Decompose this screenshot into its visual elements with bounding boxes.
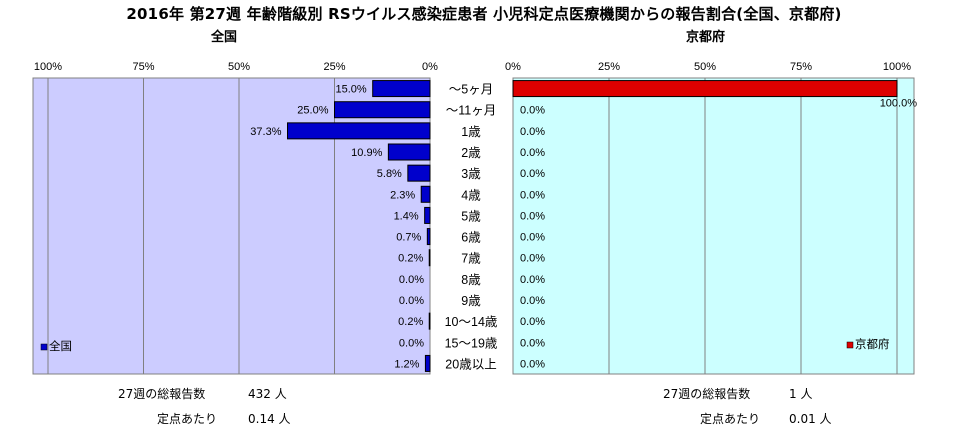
national-bar (334, 101, 431, 119)
national-value-label: 0.2% (398, 316, 423, 328)
national-per-label: 定点あたり (157, 412, 218, 426)
kyoto-value-label: 0.0% (520, 126, 545, 138)
category-label: 2歳 (461, 146, 481, 160)
kyoto-value-label: 0.0% (520, 168, 545, 180)
kyoto-value-label: 100.0% (880, 98, 918, 110)
kyoto-tick-label: 25% (598, 61, 620, 73)
national-value-label: 0.0% (399, 295, 424, 307)
kyoto-tick-label: 50% (694, 61, 716, 73)
national-value-label: 2.3% (390, 189, 415, 201)
kyoto-value-label: 0.0% (520, 337, 545, 349)
national-tick-label: 50% (228, 61, 250, 73)
kyoto-value-label: 0.0% (520, 274, 545, 286)
national-value-label: 37.3% (250, 126, 281, 138)
kyoto-value-label: 0.0% (520, 147, 545, 159)
kyoto-value-label: 0.0% (520, 105, 545, 117)
national-legend-label: 全国 (49, 339, 72, 353)
kyoto-value-label: 0.0% (520, 316, 545, 328)
category-label: ～5ヶ月 (449, 83, 493, 97)
national-value-label: 1.4% (394, 210, 419, 222)
kyoto-per-label: 定点あたり (700, 412, 761, 426)
national-value-label: 0.2% (398, 253, 423, 265)
category-label: 5歳 (461, 209, 481, 223)
kyoto-panel-title: 京都府 (686, 30, 726, 45)
national-bar (424, 206, 431, 224)
national-bar (428, 312, 431, 330)
national-value-label: 0.7% (396, 232, 421, 244)
category-label: 3歳 (461, 167, 481, 181)
kyoto-value-label: 0.0% (520, 189, 545, 201)
national-bar (424, 354, 431, 372)
national-value-label: 15.0% (335, 84, 366, 96)
national-value-label: 10.9% (351, 147, 382, 159)
national-tick-label: 0% (422, 61, 438, 73)
national-value-label: 1.2% (394, 358, 419, 370)
national-tick-label: 100% (34, 61, 62, 73)
kyoto-tick-label: 75% (790, 61, 812, 73)
national-value-label: 25.0% (297, 105, 328, 117)
kyoto-value-label: 0.0% (520, 295, 545, 307)
national-panel-title: 全国 (211, 30, 238, 45)
national-bar (287, 122, 431, 140)
kyoto-tick-label: 0% (505, 61, 521, 73)
kyoto-per-value: 0.01 人 (789, 412, 832, 426)
category-label: 7歳 (461, 252, 481, 266)
national-bar (407, 164, 431, 182)
chart-canvas: 100% 75% 50% 25% 0% 0% 25% 50% 75% 100% ～5ヶ月 ～11ヶ月 1… (32, 61, 918, 375)
kyoto-total-label: 27週の総報告数 (663, 387, 751, 401)
category-label: 6歳 (461, 231, 481, 245)
kyoto-total-value: 1 人 (789, 387, 813, 401)
kyoto-value-label: 0.0% (520, 253, 545, 265)
national-legend-swatch (40, 343, 48, 351)
national-total-value: 432 人 (248, 387, 287, 401)
category-label: 9歳 (461, 294, 481, 308)
chart-title: 2016年 第27週 年齢階級別 RSウイルス感染症患者 小児科定点医療機関から… (126, 5, 842, 23)
category-label: 20歳以上 (445, 357, 496, 371)
kyoto-tick-label: 100% (883, 61, 911, 73)
national-bar (426, 228, 431, 246)
national-bar (420, 185, 431, 203)
national-value-label: 0.0% (399, 337, 424, 349)
national-tick-label: 75% (132, 61, 154, 73)
kyoto-legend-swatch (846, 341, 854, 349)
national-per-value: 0.14 人 (248, 412, 291, 426)
kyoto-bar (512, 80, 898, 98)
category-label: 15～19歳 (445, 336, 498, 350)
kyoto-plot-area (512, 77, 915, 375)
national-value-label: 0.0% (399, 274, 424, 286)
kyoto-value-label: 0.0% (520, 210, 545, 222)
national-bar (428, 249, 431, 267)
category-label: 10～14歳 (445, 315, 498, 329)
national-value-label: 5.8% (377, 168, 402, 180)
national-total-label: 27週の総報告数 (118, 387, 206, 401)
national-bar (387, 143, 431, 161)
category-label: 4歳 (461, 188, 481, 202)
kyoto-value-label: 0.0% (520, 358, 545, 370)
category-label: ～11ヶ月 (446, 104, 496, 118)
kyoto-legend-label: 京都府 (855, 337, 890, 351)
category-label: 8歳 (461, 273, 481, 287)
kyoto-value-label: 0.0% (520, 232, 545, 244)
national-bar (372, 80, 431, 98)
national-tick-label: 25% (323, 61, 345, 73)
category-label: 1歳 (461, 125, 481, 139)
